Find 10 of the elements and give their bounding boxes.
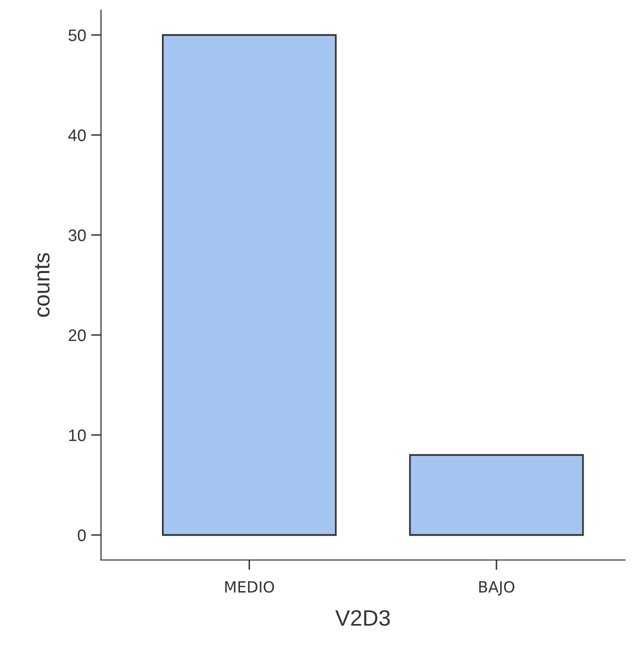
y-tick-label: 0	[78, 529, 86, 542]
y-tick-label: 30	[68, 229, 86, 242]
x-tick-label: MEDIO	[225, 581, 274, 593]
x-axis-title: V2D3	[335, 610, 390, 626]
y-tick-label: 50	[68, 29, 86, 42]
y-tick-label: 20	[68, 329, 86, 342]
x-tick-label: BAJO	[479, 581, 514, 596]
y-tick-label: 10	[69, 429, 86, 442]
y-tick-label: 40	[68, 129, 86, 142]
y-axis-title: counts	[35, 253, 50, 317]
